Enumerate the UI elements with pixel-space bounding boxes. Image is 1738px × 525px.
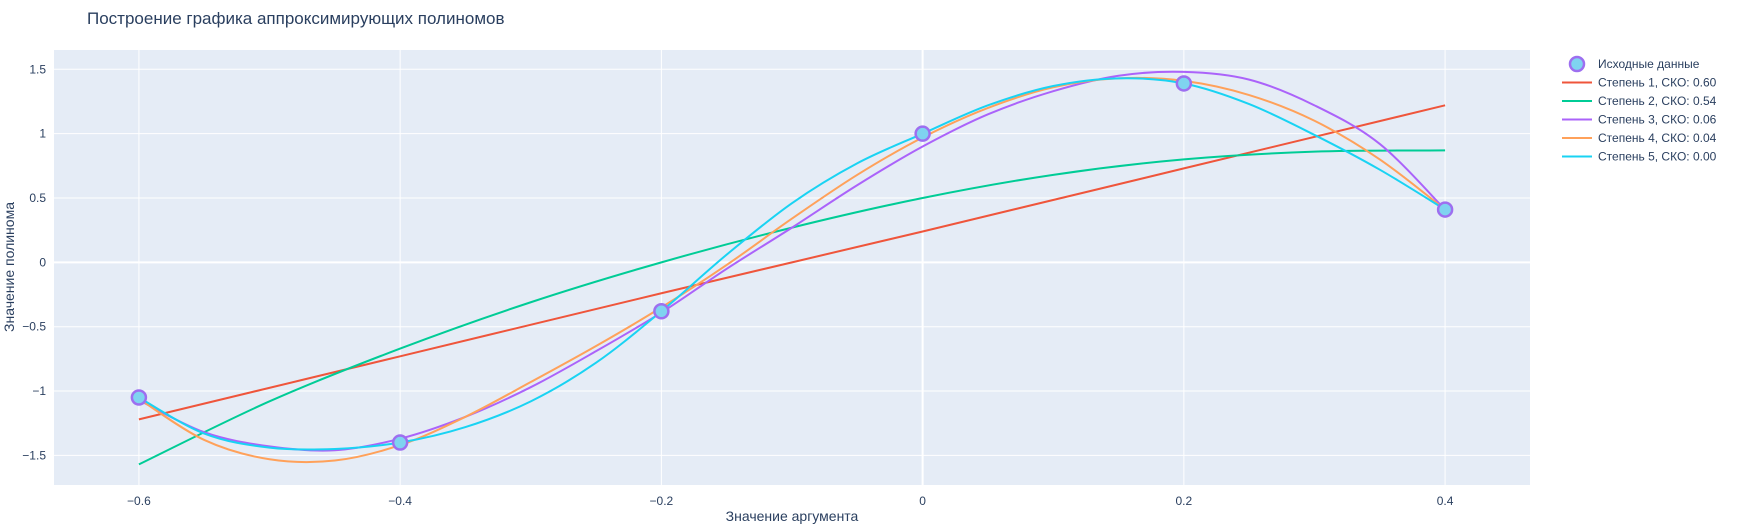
legend-label: Исходные данные (1598, 57, 1700, 71)
x-tick-label: −0.4 (388, 494, 412, 508)
legend-marker-icon (1568, 55, 1586, 73)
data-point (1175, 75, 1193, 92)
y-tick-labels: −1.5 −1 −0.5 0 0.5 1 1.5 (22, 62, 46, 462)
x-tick-label: 0 (919, 494, 926, 508)
legend-item[interactable]: Степень 5, СКО: 0.00 (1562, 150, 1717, 164)
y-tick-label: 1 (39, 127, 46, 141)
data-point (914, 125, 931, 142)
y-tick-label: −1 (32, 384, 46, 398)
legend-item[interactable]: Степень 2, СКО: 0.54 (1562, 94, 1717, 108)
data-points (130, 75, 1454, 451)
plot-area (54, 50, 1530, 485)
legend-label: Степень 1, СКО: 0.60 (1598, 76, 1717, 90)
y-axis-title: Значение полинома (1, 202, 17, 332)
x-axis-title: Значение аргумента (726, 508, 859, 524)
y-tick-label: 0 (39, 255, 46, 269)
legend-item[interactable]: Степень 3, СКО: 0.06 (1562, 113, 1717, 127)
series-line-degree-4 (138, 76, 1446, 464)
x-tick-label: 0.4 (1437, 494, 1454, 508)
x-tick-label: −0.6 (127, 494, 151, 508)
grid (54, 50, 1530, 485)
y-tick-label: −0.5 (22, 320, 46, 334)
chart-title: Построение графика аппроксимирующих поли… (87, 9, 505, 28)
legend-label: Степень 5, СКО: 0.00 (1598, 150, 1717, 164)
legend[interactable]: Исходные данные Степень 1, СКО: 0.60 Степе… (1562, 55, 1717, 164)
data-point (391, 434, 409, 451)
series-line-degree-1 (138, 104, 1446, 421)
legend-label: Степень 4, СКО: 0.04 (1598, 131, 1717, 145)
legend-item[interactable]: Исходные данные (1568, 55, 1700, 73)
legend-label: Степень 2, СКО: 0.54 (1598, 94, 1717, 108)
y-tick-label: −1.5 (22, 448, 46, 462)
x-tick-labels: −0.6 −0.4 −0.2 0 0.2 0.4 (127, 494, 1454, 508)
data-point (653, 303, 670, 320)
data-point (1436, 201, 1454, 218)
y-tick-label: 1.5 (29, 62, 46, 76)
legend-item[interactable]: Степень 1, СКО: 0.60 (1562, 76, 1717, 90)
legend-label: Степень 3, СКО: 0.06 (1598, 113, 1717, 127)
x-tick-label: −0.2 (650, 494, 674, 508)
x-tick-label: 0.2 (1176, 494, 1193, 508)
series-line-degree-5 (138, 77, 1446, 451)
y-tick-label: 0.5 (29, 191, 46, 205)
legend-item[interactable]: Степень 4, СКО: 0.04 (1562, 131, 1717, 145)
series-lines (138, 70, 1446, 466)
data-point (130, 389, 148, 406)
